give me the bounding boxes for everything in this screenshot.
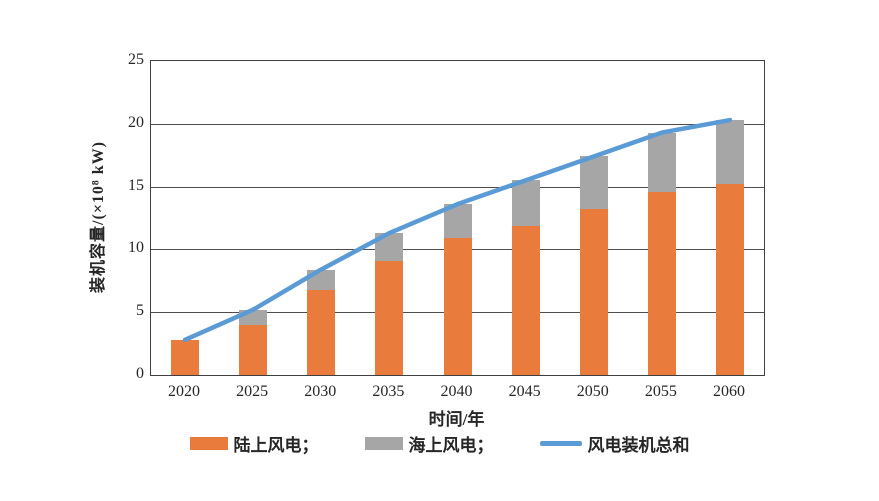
- legend-item-total: 风电装机总和: [539, 431, 690, 456]
- legend-label-offshore: 海上风电；: [408, 436, 494, 455]
- y-tick-label: 0: [136, 365, 144, 382]
- bar-segment-onshore: [375, 260, 404, 375]
- bar-segment-onshore: [579, 209, 608, 375]
- bar-segment-onshore: [647, 191, 676, 375]
- y-tick-label: 25: [128, 51, 144, 68]
- x-tick-label: 2055: [644, 383, 677, 400]
- y-tick-label: 20: [128, 113, 144, 131]
- offshore-wind-swatch-icon: [364, 437, 403, 450]
- x-tick-label: 2060: [712, 383, 745, 400]
- onshore-wind-swatch-icon: [189, 437, 228, 450]
- x-tick-label: 2050: [576, 383, 609, 400]
- x-tick-label: 2030: [304, 383, 337, 400]
- bar-segment-offshore: [715, 120, 744, 185]
- legend-label-total: 风电装机总和: [587, 436, 690, 455]
- bar-segment-onshore: [307, 289, 336, 375]
- legend-item-offshore: 海上风电；: [364, 431, 494, 456]
- gridline: [151, 123, 764, 125]
- legend: 陆上风电； 海上风电； 风电装机总和: [0, 431, 879, 456]
- x-tick-label: 2020: [168, 383, 201, 400]
- total-capacity-line: [182, 117, 733, 343]
- y-tick-label: 5: [136, 302, 144, 320]
- x-axis-title: 时间/年: [428, 410, 485, 429]
- legend-label-onshore: 陆上风电；: [233, 436, 319, 455]
- bar-segment-offshore: [647, 132, 676, 192]
- x-tick-label: 2025: [236, 383, 269, 400]
- bar-segment-onshore: [443, 238, 472, 375]
- x-tick-label: 2040: [440, 383, 473, 400]
- legend-item-onshore: 陆上风电；: [189, 431, 319, 456]
- bar-segment-offshore: [511, 180, 540, 226]
- bar-segment-onshore: [171, 339, 200, 375]
- y-axis-title: 装机容量/(×10⁸ kW): [90, 141, 107, 293]
- bar-segment-onshore: [239, 324, 268, 375]
- bar-segment-offshore: [579, 156, 608, 210]
- bar-segment-onshore: [511, 225, 540, 375]
- x-tick-label: 2045: [508, 383, 541, 400]
- bar-segment-onshore: [715, 184, 744, 375]
- y-tick-label: 15: [128, 176, 144, 194]
- gridline: [151, 186, 764, 188]
- total-wind-line-swatch-icon: [539, 441, 582, 446]
- x-tick-label: 2035: [372, 383, 405, 400]
- y-tick-label: 10: [128, 239, 144, 257]
- plot-area: [150, 60, 765, 376]
